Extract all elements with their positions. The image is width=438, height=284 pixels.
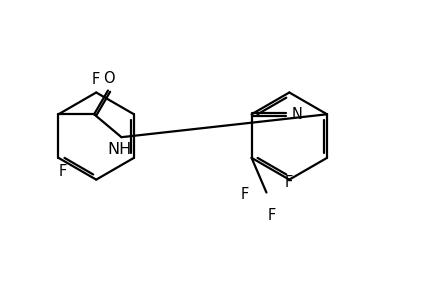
- Text: O: O: [103, 70, 115, 85]
- Text: NH: NH: [107, 142, 131, 157]
- Text: F: F: [267, 208, 276, 223]
- Text: F: F: [284, 175, 293, 190]
- Text: F: F: [92, 72, 100, 87]
- Text: N: N: [291, 107, 302, 122]
- Text: F: F: [240, 187, 249, 202]
- Text: F: F: [58, 164, 67, 179]
